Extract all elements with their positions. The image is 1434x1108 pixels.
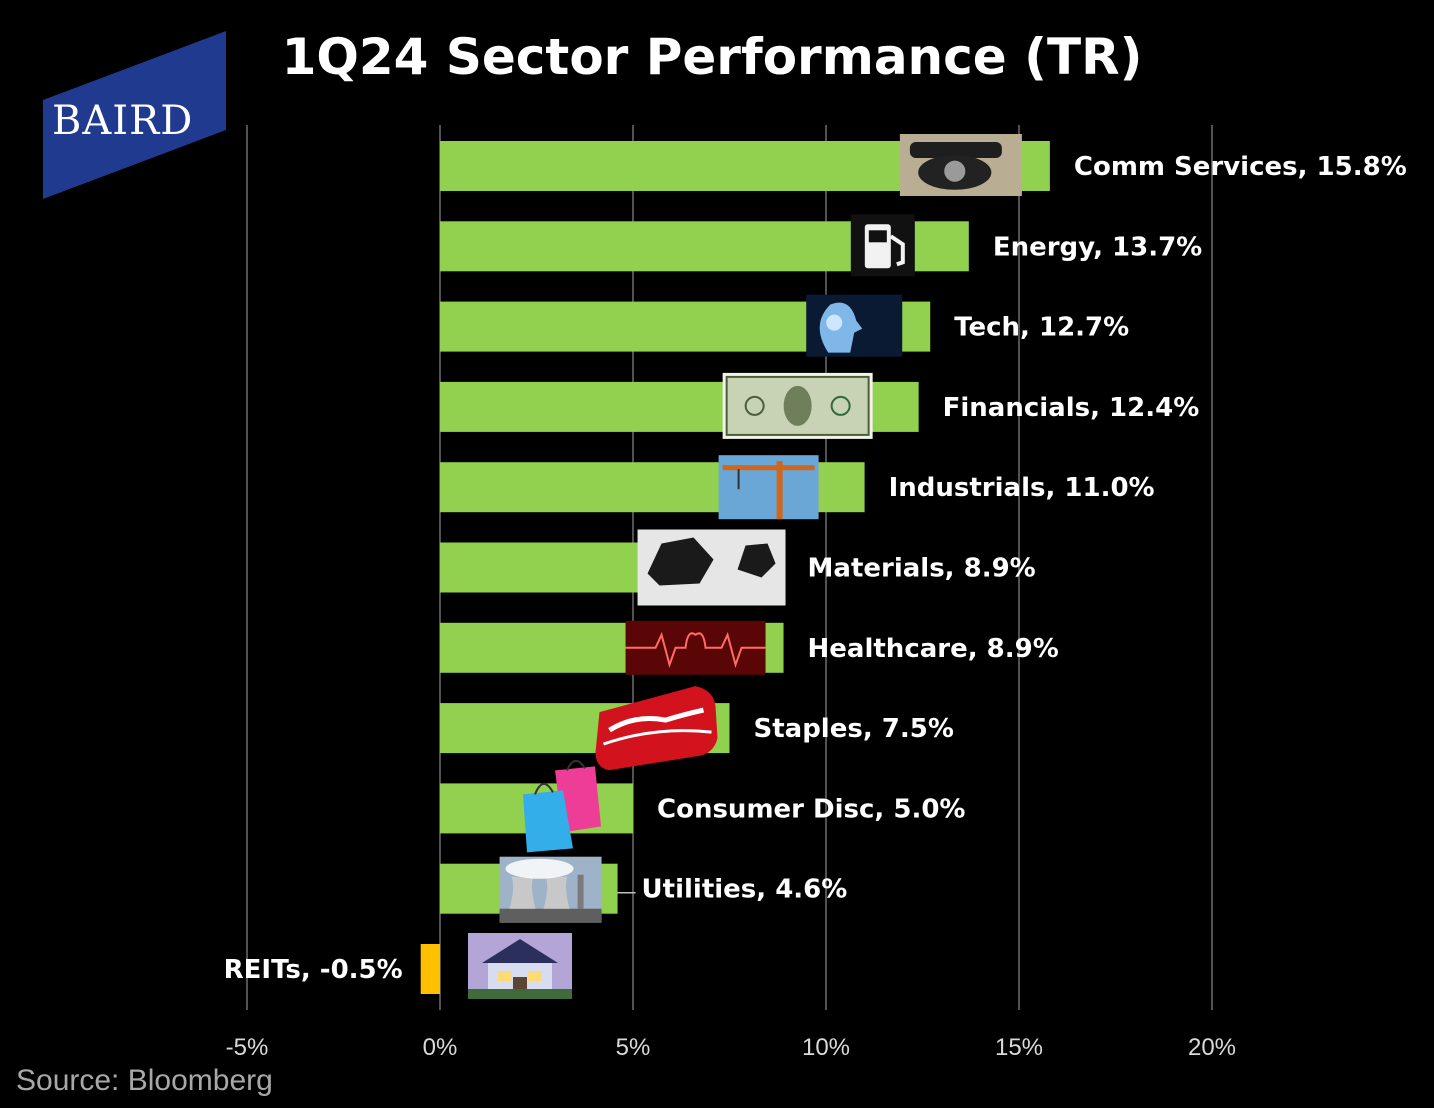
data-label: Staples, 7.5%	[754, 714, 954, 744]
dollar-bill-icon	[722, 372, 873, 439]
data-label: Financials, 12.4%	[943, 393, 1200, 423]
x-tick-label: -5%	[226, 1034, 269, 1061]
heartbeat-icon	[625, 620, 766, 675]
x-tick-label: 5%	[616, 1034, 651, 1061]
shopping-bags-icon	[523, 759, 601, 853]
data-label: Utilities, 4.6%	[642, 875, 848, 905]
baird-logo-text: BAIRD	[52, 98, 194, 144]
coal-lumps-icon	[637, 529, 786, 606]
data-label: Materials, 8.9%	[808, 554, 1036, 584]
soda-can-icon	[595, 686, 718, 771]
construction-crane-icon	[718, 455, 819, 520]
x-tick-label: 20%	[1188, 1034, 1236, 1061]
data-label: Industrials, 11.0%	[889, 473, 1155, 503]
baird-logo	[43, 31, 226, 199]
house-icon	[468, 933, 572, 999]
data-label: Healthcare, 8.9%	[808, 634, 1059, 664]
rotary-telephone-icon	[899, 134, 1022, 196]
digital-head-icon	[806, 294, 903, 357]
bar-reits	[420, 944, 440, 994]
data-label: Consumer Disc, 5.0%	[657, 794, 965, 824]
fuel-pump-icon	[850, 214, 915, 277]
chart-title: 1Q24 Sector Performance (TR)	[281, 28, 1143, 86]
data-label: Energy, 13.7%	[993, 232, 1202, 262]
source-note: Source: Bloomberg	[16, 1064, 273, 1097]
x-tick-label: 0%	[423, 1034, 458, 1061]
data-label: Comm Services, 15.8%	[1074, 152, 1407, 182]
x-tick-label: 10%	[802, 1034, 850, 1061]
x-tick-label: 15%	[995, 1034, 1043, 1061]
data-label: REITs, -0.5%	[224, 955, 403, 985]
power-plant-icon	[499, 856, 602, 923]
data-label: Tech, 12.7%	[954, 313, 1129, 343]
